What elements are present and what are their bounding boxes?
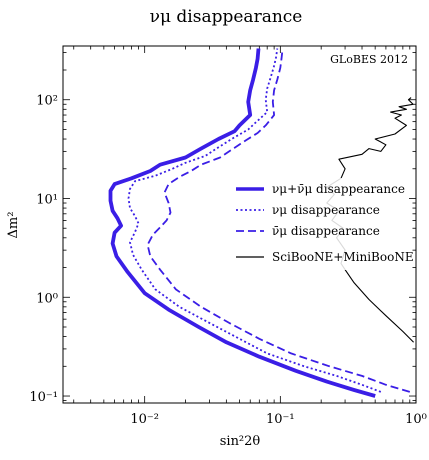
series-antineutrino-line xyxy=(146,48,411,393)
x-tick-label: 10⁰ xyxy=(405,412,427,427)
series-combined-line xyxy=(108,48,376,398)
y-tick-label: 10⁻¹ xyxy=(29,390,58,405)
glob-annotation: GLoBES 2012 xyxy=(330,53,408,66)
legend-label-combined: νμ+ν̄μ disappearance xyxy=(272,182,405,196)
legend-box xyxy=(230,178,408,270)
axis-ticks xyxy=(63,46,417,403)
x-tick-label: 10⁻² xyxy=(130,412,159,427)
x-tick-label: 10⁻¹ xyxy=(266,412,295,427)
series-group xyxy=(108,48,414,398)
x-axis-label: sin²2θ xyxy=(220,434,261,449)
y-tick-label: 10⁰ xyxy=(36,291,58,306)
chart-title: νμ disappearance xyxy=(150,7,303,27)
legend-label-sciboone: SciBooNE+MiniBooNE xyxy=(272,250,414,264)
x-tick-labels: 10⁻² 10⁻¹ 10⁰ xyxy=(130,412,427,427)
y-tick-labels: 10⁻¹ 10⁰ 10¹ 10² xyxy=(29,94,58,405)
y-tick-label: 10² xyxy=(36,94,58,109)
y-tick-label: 10¹ xyxy=(36,192,58,207)
legend: νμ+ν̄μ disappearance νμ disappearance ν̄… xyxy=(230,178,414,270)
legend-label-antineutrino: ν̄μ disappearance xyxy=(272,224,380,238)
series-neutrino-line xyxy=(127,48,382,393)
legend-label-neutrino: νμ disappearance xyxy=(272,203,380,217)
y-axis-label: Δm² xyxy=(6,212,21,239)
